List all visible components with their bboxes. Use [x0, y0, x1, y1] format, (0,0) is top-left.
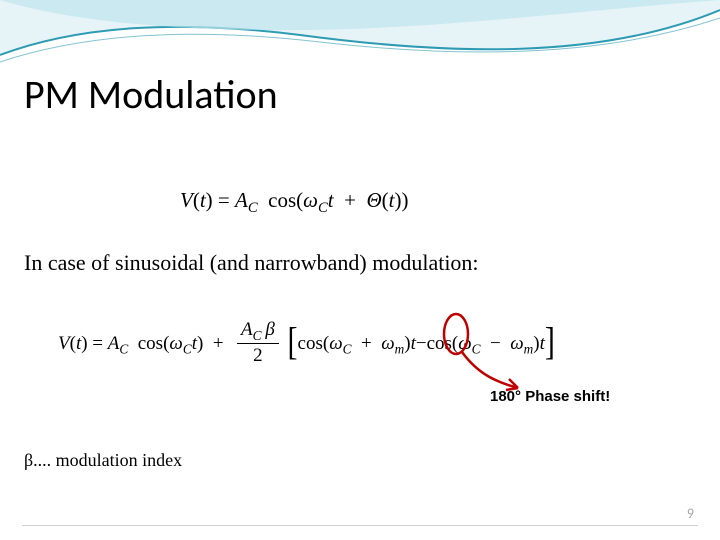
eq1-A-sub: C	[248, 200, 258, 216]
equation-main: V(t) = AC cos(ωCt + Θ(t))	[180, 188, 408, 217]
footer-divider	[22, 525, 698, 526]
equation-expanded: V(t) = AC cos(ωCt) + AC β 2 [cos(ωC + ωm…	[58, 320, 555, 369]
eq1-t: t	[328, 188, 334, 212]
eq1-A: A	[235, 188, 248, 212]
slide-title: PM Modulation	[24, 70, 278, 119]
page-number: 9	[687, 505, 694, 522]
eq1-omega-sub: C	[318, 200, 328, 216]
eq1-lhs-V: V	[180, 188, 193, 212]
eq1-plus: +	[344, 188, 356, 212]
eq1-Theta: Θ	[366, 188, 381, 212]
eq2-fraction: AC β 2	[237, 320, 279, 369]
body-text: In case of sinusoidal (and narrowband) m…	[24, 250, 479, 276]
eq2-minus-sign: −	[416, 333, 427, 354]
phase-shift-label: 180° Phase shift!	[490, 388, 610, 405]
eq1-omega: ω	[303, 188, 318, 212]
eq1-cos: cos	[268, 188, 296, 212]
beta-note: β.... modulation index	[24, 450, 182, 471]
